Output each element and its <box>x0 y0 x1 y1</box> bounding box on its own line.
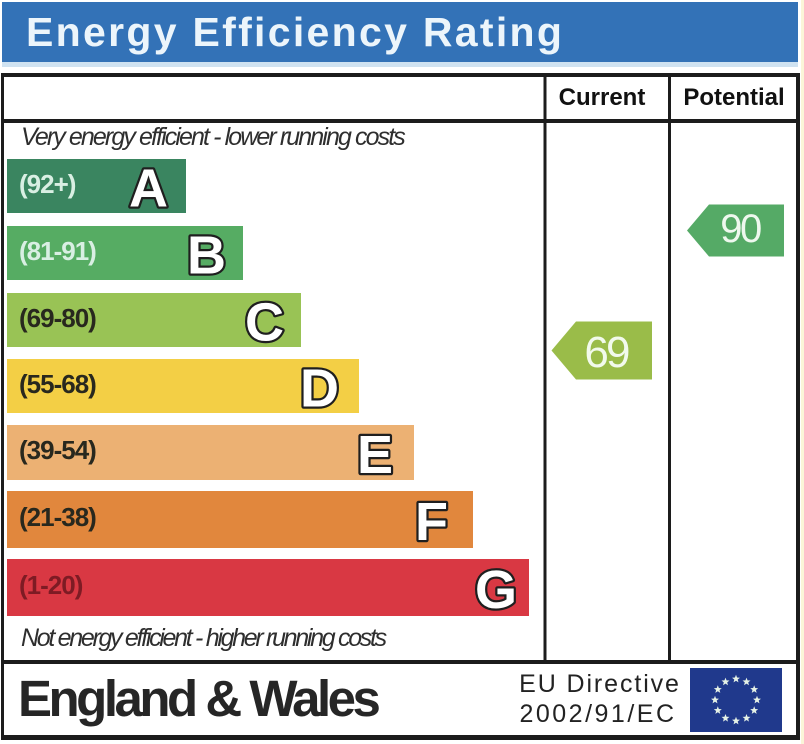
svg-text:B: B <box>187 226 226 286</box>
svg-text:EU Directive: EU Directive <box>519 670 681 698</box>
svg-text:69: 69 <box>584 328 629 377</box>
svg-text:A: A <box>129 159 168 219</box>
svg-text:Energy Efficiency Rating: Energy Efficiency Rating <box>26 9 564 55</box>
svg-text:G: G <box>475 560 517 620</box>
svg-text:F: F <box>415 492 448 552</box>
svg-text:D: D <box>300 359 339 419</box>
svg-text:(39-54): (39-54) <box>19 435 96 465</box>
svg-text:(21-38): (21-38) <box>19 502 96 532</box>
svg-text:(69-80): (69-80) <box>19 303 96 333</box>
svg-text:E: E <box>357 425 393 485</box>
svg-text:(55-68): (55-68) <box>19 369 96 399</box>
svg-text:Not energy efficient - higher: Not energy efficient - higher running co… <box>21 624 387 652</box>
svg-text:C: C <box>245 293 284 353</box>
svg-text:Very energy efficient - lower: Very energy efficient - lower running co… <box>21 123 405 151</box>
svg-text:England & Wales: England & Wales <box>18 670 379 727</box>
svg-text:Potential: Potential <box>683 84 784 111</box>
svg-text:2002/91/EC: 2002/91/EC <box>519 700 676 728</box>
svg-text:Current: Current <box>559 84 646 111</box>
svg-text:90: 90 <box>720 207 761 251</box>
svg-text:(1-20): (1-20) <box>19 570 83 600</box>
svg-text:(81-91): (81-91) <box>19 236 96 266</box>
svg-text:(92+): (92+) <box>19 169 76 199</box>
